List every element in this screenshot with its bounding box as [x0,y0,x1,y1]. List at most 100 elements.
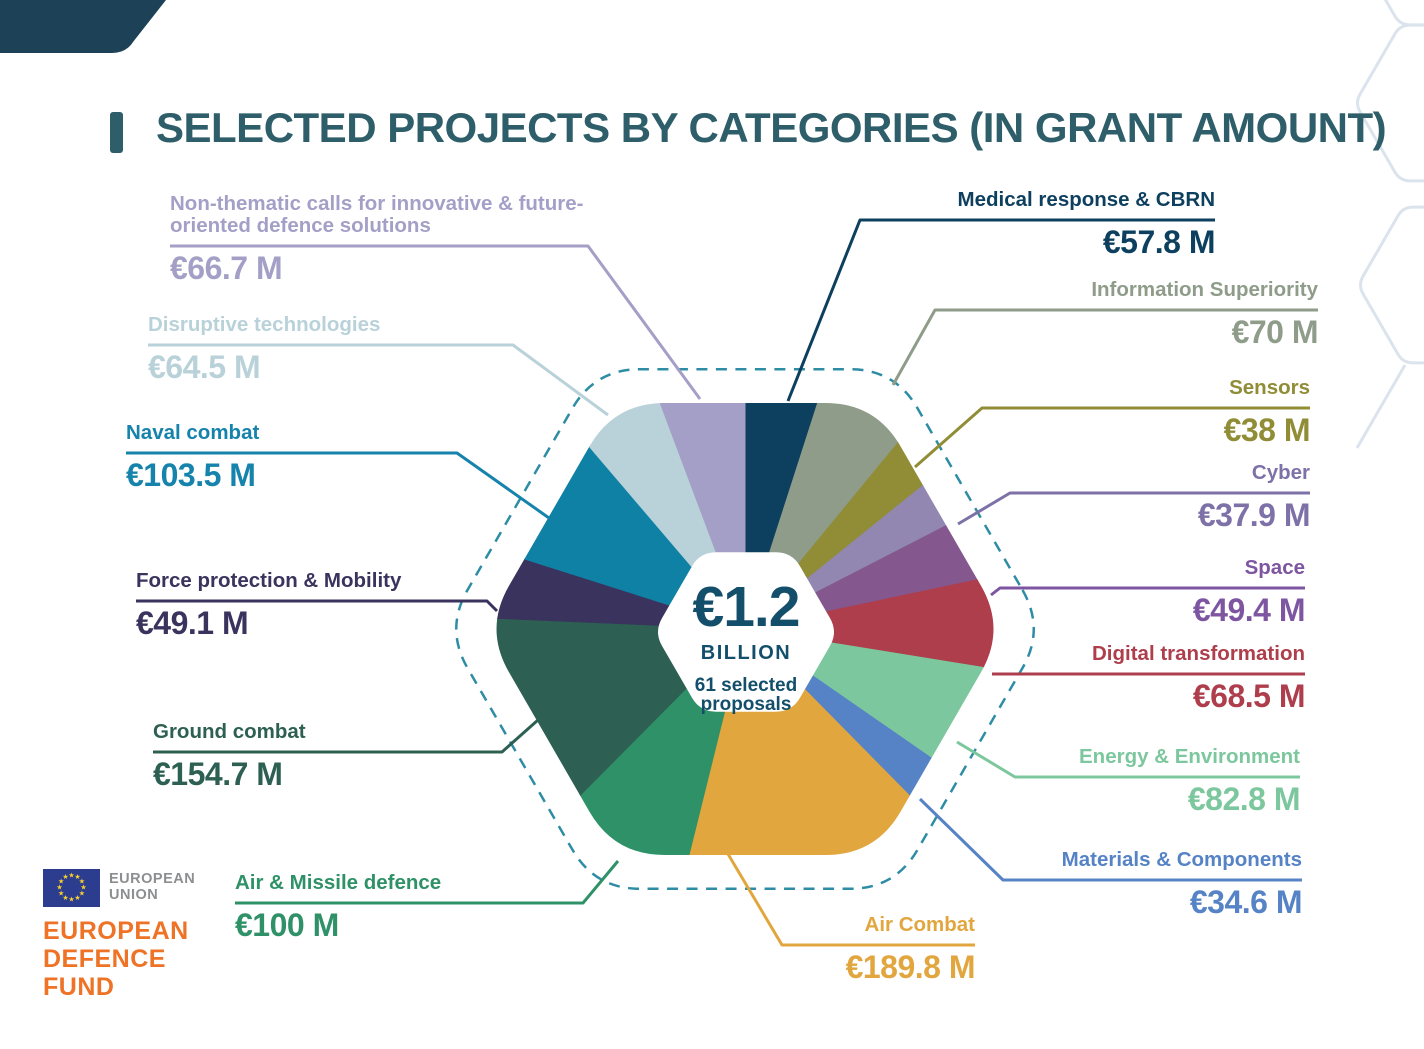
eu-flag-icon: ★ ★★★★★★★★★★★ [43,869,100,907]
callout-title: Naval combat [126,421,260,444]
callout-title: Air & Missile defence [235,871,442,894]
callout-line-non-thematic-calls [170,244,702,400]
pie-slice-energy-environment [744,628,994,855]
eu-flag-star: ★ [62,873,68,881]
callout-title: Materials & Components [1061,848,1302,871]
callout-naval-combat: Naval combat €103.5 M [126,421,260,493]
eu-flag-star: ★ [68,896,74,904]
pie-slice-naval-combat [496,403,747,631]
callout-information-superiority: Information Superiority €70 M [1091,278,1318,349]
proposals-line1: 61 selected [694,675,798,696]
callout-amount: €100 M [235,907,339,943]
callout-air-missile-defence: Air & Missile defence €100 M [235,871,442,943]
callout-force-protection-mobility: Force protection & Mobility €49.1 M [136,569,402,641]
watermark-hexagon-3 [1359,205,1424,365]
callout-line-space [990,586,1305,597]
corner-decoration [0,0,166,53]
callout-title: Medical response & CBRN [957,188,1215,211]
callout-line-disruptive-technologies [148,343,609,417]
callout-line-information-superiority [891,308,1318,386]
callout-amount: €66.7 M [170,250,283,286]
eu-flag-star: ★ [62,894,68,902]
callout-title: Disruptive technologies [148,313,381,336]
callout-air-combat: Air Combat €189.8 M [845,913,976,985]
page-title: SELECTED PROJECTS BY CATEGORIES (IN GRAN… [156,104,1387,151]
callout-title: Digital transformation [1092,642,1305,665]
callout-medical-response-cbrn: Medical response & CBRN €57.8 M [957,188,1216,260]
callout-title: Non-thematic calls for innovative & futu… [170,192,584,237]
callout-title: Cyber [1251,461,1310,484]
eu-flag-star: ★ [58,878,64,886]
callout-space: Space €49.4 M [1192,556,1306,628]
callout-line-materials-components [918,797,1302,882]
edf-logo-block: ★ ★ ★ ★ ★ ★ ★ ★ ★ ★ ★ ★ EUROPEAN UNION EUROPEAN DEF… [43,869,195,1001]
callout-amount: €154.7 M [153,756,283,792]
callout-line-cyber [957,491,1310,526]
fund-word-line3: FUND [43,973,115,1001]
callout-energy-environment: Energy & Environment €82.8 M [1079,745,1301,817]
callout-non-thematic-calls: Non-thematic calls for innovative & futu… [170,192,602,286]
proposals-line2: proposals [700,694,792,715]
callout-title: Sensors [1229,376,1310,399]
eu-flag-star: ★ [74,873,80,881]
callout-line-force-protection-mobility [136,599,499,613]
callout-line-air-combat [726,853,975,947]
callout-title: Ground combat [153,720,306,743]
eu-flag-star: ★ [80,884,86,892]
callout-line-ground-combat [153,718,539,754]
callout-disruptive-technologies: Disruptive technologies €64.5 M [148,313,381,385]
callout-amount: €82.8 M [1187,781,1301,817]
pie-slice-non-thematic-calls [526,403,746,630]
chart-center-badge: €1.2 BILLION 61 selected proposals [646,575,846,715]
eu-wordmark: EUROPEAN UNION [109,869,195,903]
eu-flag-star: ★ [79,878,85,886]
callout-materials-components: Materials & Components €34.6 M [1061,848,1303,920]
callout-amount: €34.6 M [1189,884,1303,920]
fund-word-line2: DEFENCE [43,945,166,973]
callout-sensors: Sensors €38 M [1223,376,1311,448]
pie-slice-force-protection-mobility [496,440,746,630]
callout-amount: €189.8 M [845,949,976,985]
watermark-hexagon-2 [1356,23,1424,183]
callout-line-naval-combat [126,451,550,520]
callout-title: Air Combat [864,913,975,936]
callout-line-medical-response-cbrn [786,218,1215,402]
defence-fund-wordmark: EUROPEAN DEFENCE FUND [43,917,195,1001]
callout-title: Energy & Environment [1079,745,1300,768]
eu-word-line2: UNION [109,887,159,903]
eu-flag-star: ★ [79,890,85,898]
callout-amount: €49.1 M [136,605,249,641]
callout-amount: €38 M [1223,412,1311,448]
eu-flag-star: ★ [58,890,64,898]
eu-logo-row: ★ ★ ★ ★ ★ ★ ★ ★ ★ ★ ★ ★ EUROPEAN UNION [43,869,195,907]
callout-line-air-missile-defence [235,860,620,905]
center-hexagon [658,552,834,712]
callout-amount: €103.5 M [126,457,256,493]
fund-word-line1: EUROPEAN [43,917,189,945]
callout-amount: €37.9 M [1197,497,1311,533]
watermark-hexagon-partial [1355,364,1407,449]
eu-flag-star: ★ [56,884,62,892]
pie-slice-disruptive-technologies [496,403,746,630]
pie-slice-medical-response-cbrn [744,403,936,630]
callout-line-sensors [914,406,1310,469]
proposals-count: 61 selected proposals [646,676,846,714]
callout-title: Space [1244,556,1305,579]
eu-flag-star: ★ [74,894,80,902]
callout-amount: €68.5 M [1192,678,1306,714]
callout-ground-combat: Ground combat €154.7 M [153,720,306,792]
callout-amount: €49.4 M [1192,592,1306,628]
callout-title: Force protection & Mobility [136,569,402,592]
callout-cyber: Cyber €37.9 M [1197,461,1311,533]
pie-slice-information-superiority [744,403,994,630]
total-amount: €1.2 [692,575,801,639]
callout-digital-transformation: Digital transformation €68.5 M [1092,642,1306,714]
callout-line-energy-environment [956,740,1300,779]
callout-amount: €57.8 M [1102,224,1216,260]
callout-amount: €64.5 M [148,349,261,385]
total-unit: BILLION [700,642,792,664]
title-accent-bar [110,112,123,153]
callout-title: Information Superiority [1091,278,1318,301]
